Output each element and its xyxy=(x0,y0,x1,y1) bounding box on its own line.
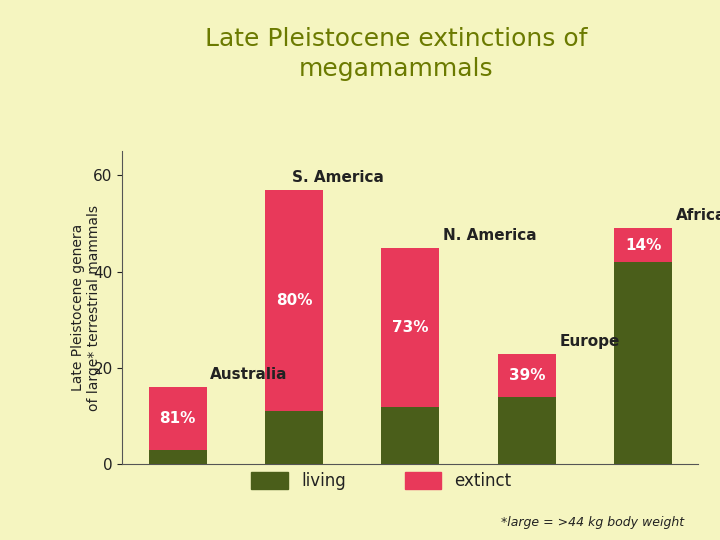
Bar xyxy=(498,397,556,464)
Bar xyxy=(382,407,439,464)
Text: *large = >44 kg body weight: *large = >44 kg body weight xyxy=(501,516,684,529)
Text: 39%: 39% xyxy=(508,368,545,383)
Bar xyxy=(498,354,556,397)
Bar xyxy=(382,247,439,407)
Y-axis label: Late Pleistocene genera
of large* terrestrial mammals: Late Pleistocene genera of large* terres… xyxy=(71,205,102,411)
Bar xyxy=(614,228,672,262)
Bar xyxy=(265,411,323,464)
Bar xyxy=(265,190,323,411)
Text: 73%: 73% xyxy=(392,320,428,335)
Bar xyxy=(148,387,207,450)
Text: N. America: N. America xyxy=(443,228,536,243)
Text: S. America: S. America xyxy=(292,170,384,185)
Text: Australia: Australia xyxy=(210,368,288,382)
Text: Late Pleistocene extinctions of
megamammals: Late Pleistocene extinctions of megamamm… xyxy=(204,27,588,80)
Text: Africa: Africa xyxy=(675,208,720,224)
Legend: living, extinct: living, extinct xyxy=(245,465,518,497)
Bar xyxy=(614,262,672,464)
Text: 80%: 80% xyxy=(276,293,312,308)
Text: 14%: 14% xyxy=(625,238,661,253)
Bar xyxy=(148,450,207,464)
Text: 81%: 81% xyxy=(160,411,196,426)
Text: Europe: Europe xyxy=(559,334,620,349)
